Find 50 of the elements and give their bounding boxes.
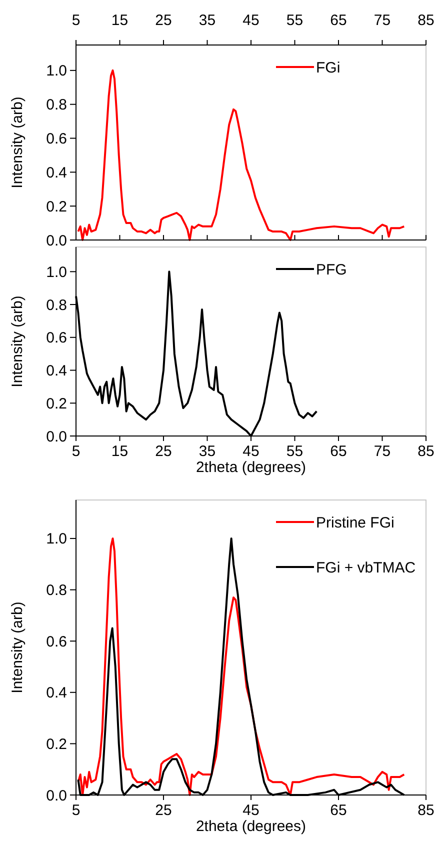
- y-tick-label: 0.2: [46, 736, 67, 753]
- x-tick-label: 65: [330, 443, 347, 460]
- x-tick-label: 85: [418, 802, 434, 819]
- x-tick-label: 5: [72, 443, 80, 460]
- x-tick-label: 25: [155, 12, 172, 29]
- y-tick-label: 0.4: [46, 362, 67, 380]
- x-tick-label: 65: [330, 802, 347, 819]
- y-tick-label: 0.6: [46, 633, 67, 650]
- x-tick-label: 15: [111, 12, 128, 29]
- x-tick-label: 5: [72, 802, 80, 819]
- x-tick-label: 55: [286, 12, 304, 29]
- x-tick-label: 15: [111, 443, 128, 460]
- y-axis-title: Intensity (arb): [9, 296, 26, 388]
- x-tick-label: 65: [330, 12, 347, 29]
- y-tick-label: 0.0: [46, 232, 67, 250]
- y-tick-label: 0.6: [46, 130, 67, 148]
- x-tick-label: 75: [374, 12, 391, 29]
- legend-label: PFG: [316, 261, 347, 278]
- y-tick-label: 0.8: [46, 96, 67, 114]
- y-axis-title: Intensity (arb): [9, 602, 26, 694]
- x-tick-label: 55: [286, 443, 304, 460]
- x-tick-label: 35: [198, 443, 216, 460]
- legend-label: Pristine FGi: [316, 514, 394, 532]
- y-tick-label: 0.0: [46, 787, 67, 804]
- y-axis-title: Intensity (arb): [9, 96, 26, 188]
- y-tick-label: 0.4: [46, 164, 67, 182]
- x-tick-label: 75: [374, 443, 391, 460]
- y-tick-label: 0.2: [46, 395, 67, 412]
- y-tick-label: 0.8: [46, 582, 67, 600]
- x-tick-label: 25: [155, 443, 172, 460]
- y-tick-label: 0.8: [46, 296, 67, 314]
- y-tick-label: 0.4: [46, 684, 67, 702]
- x-tick-label: 45: [242, 443, 260, 460]
- x-tick-label: 45: [242, 802, 260, 819]
- y-tick-label: 0.0: [46, 428, 67, 446]
- y-tick-label: 1.0: [46, 62, 67, 80]
- x-axis-title: 2theta (degrees): [196, 818, 306, 835]
- x-axis-title: 2theta (degrees): [196, 459, 306, 476]
- y-tick-label: 1.0: [46, 264, 67, 281]
- x-tick-label: 85: [418, 12, 434, 29]
- x-tick-label: 45: [242, 12, 260, 29]
- legend-label: FGi: [316, 59, 340, 76]
- x-tick-label: 25: [155, 802, 172, 819]
- y-tick-label: 0.2: [46, 198, 67, 216]
- y-tick-label: 0.6: [46, 330, 67, 347]
- x-tick-label: 35: [198, 12, 216, 29]
- x-tick-label: 5: [72, 12, 80, 29]
- y-tick-label: 1.0: [46, 530, 67, 548]
- legend-label: FGi + vbTMAC: [316, 559, 416, 576]
- x-tick-label: 85: [418, 443, 434, 460]
